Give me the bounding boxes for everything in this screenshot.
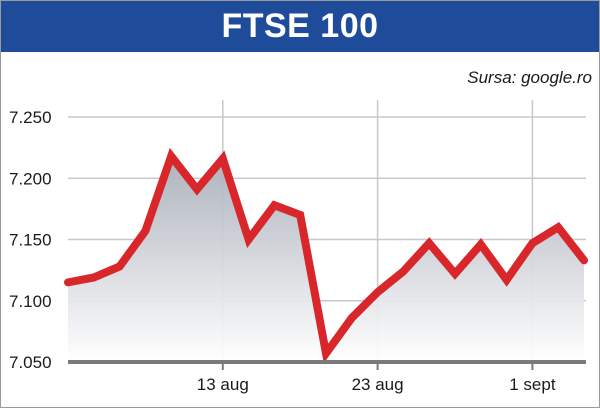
x-tick-label: 13 aug bbox=[197, 375, 249, 394]
y-tick-label: 7.100 bbox=[9, 292, 52, 311]
y-tick-label: 7.250 bbox=[9, 108, 52, 127]
source-note: Sursa: google.ro bbox=[467, 68, 592, 87]
x-tick-label: 1 sept bbox=[509, 375, 556, 394]
x-tick-label: 23 aug bbox=[352, 375, 404, 394]
y-tick-label: 7.150 bbox=[9, 231, 52, 250]
chart-title: FTSE 100 bbox=[221, 7, 379, 45]
chart-header: FTSE 100 bbox=[1, 1, 599, 52]
y-tick-label: 7.050 bbox=[9, 353, 52, 372]
area-fill bbox=[68, 156, 584, 362]
y-tick-label: 7.200 bbox=[9, 169, 52, 188]
